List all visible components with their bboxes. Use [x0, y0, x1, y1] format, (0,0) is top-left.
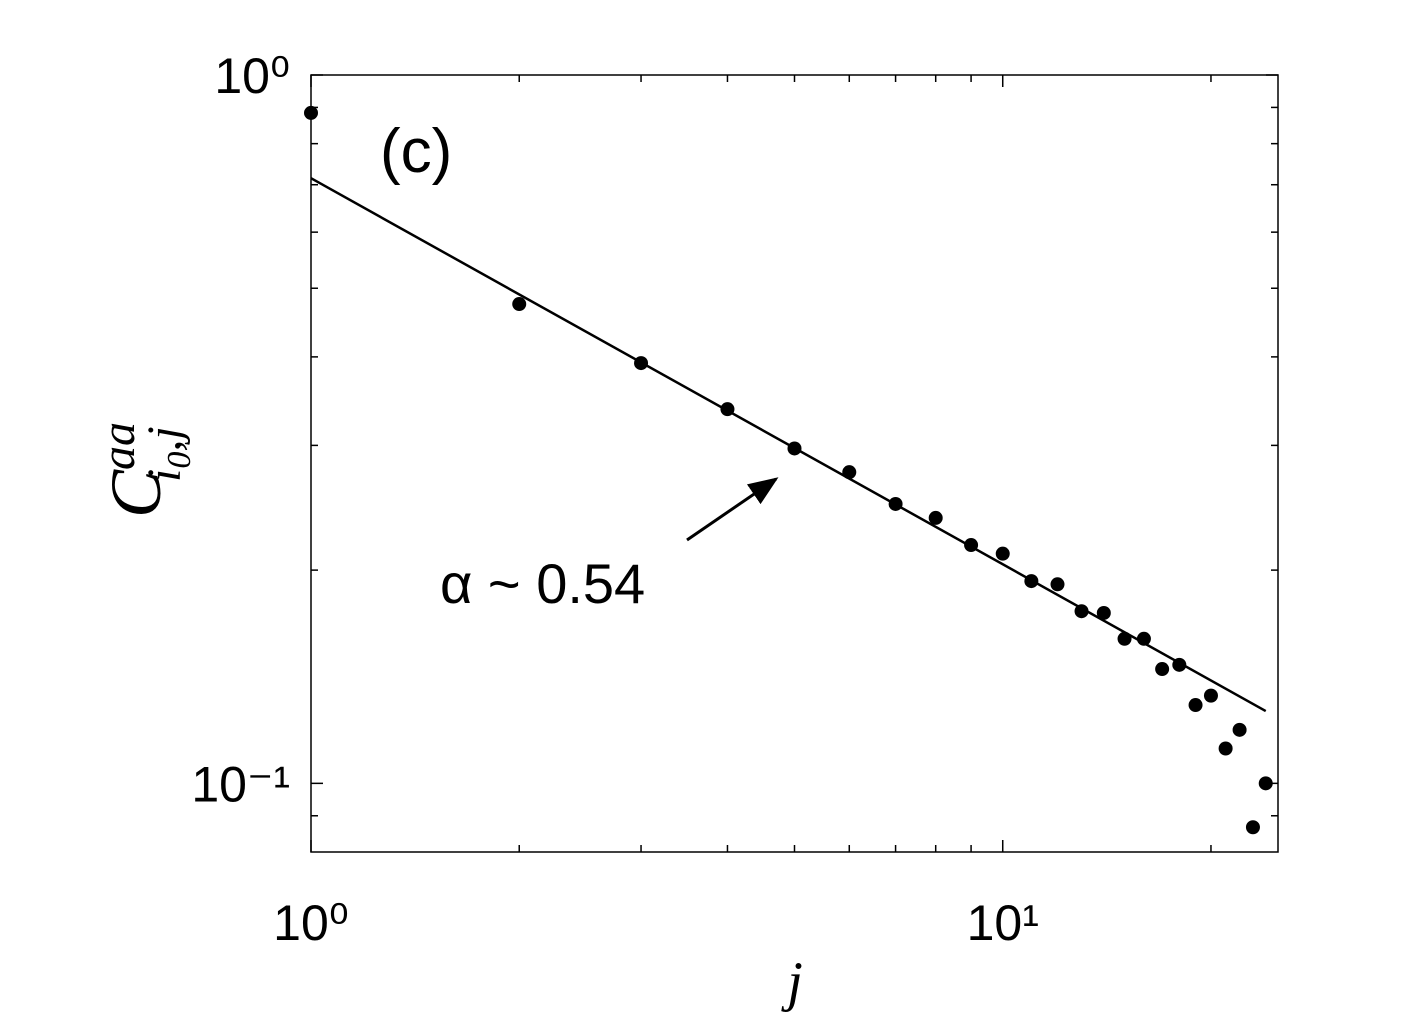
y-label-sub2: ,j: [138, 426, 191, 451]
y-tick-label: 10⁰: [214, 48, 290, 104]
data-point: [1218, 741, 1233, 756]
y-label-subsub: 0: [161, 452, 198, 469]
panel-label: (c): [380, 117, 452, 186]
data-point: [512, 297, 527, 312]
y-label-sup: aa: [92, 422, 145, 470]
data-point: [995, 546, 1010, 561]
data-point: [1050, 577, 1065, 592]
data-point: [928, 510, 943, 525]
data-point: [1155, 662, 1170, 677]
x-axis-label: j: [781, 951, 803, 1013]
data-point: [1096, 605, 1111, 620]
data-point: [1203, 688, 1218, 703]
y-label-base: C: [96, 469, 176, 518]
y-axis-label: Caai0,j: [92, 422, 198, 518]
x-tick-label: 10¹: [967, 895, 1039, 951]
fit-annotation: α ~ 0.54: [440, 552, 645, 615]
y-label-sub: i: [138, 469, 191, 482]
data-point: [1232, 722, 1247, 737]
x-tick-label: 10⁰: [273, 895, 349, 951]
fit-line: [310, 177, 1267, 713]
data-point: [1245, 820, 1260, 835]
y-tick-label: 10⁻¹: [191, 756, 290, 812]
data-point: [1258, 776, 1273, 791]
data-point: [304, 105, 318, 120]
data-point: [1188, 698, 1203, 713]
plot-frame: [310, 74, 1279, 853]
annotation-arrow: [686, 477, 779, 542]
